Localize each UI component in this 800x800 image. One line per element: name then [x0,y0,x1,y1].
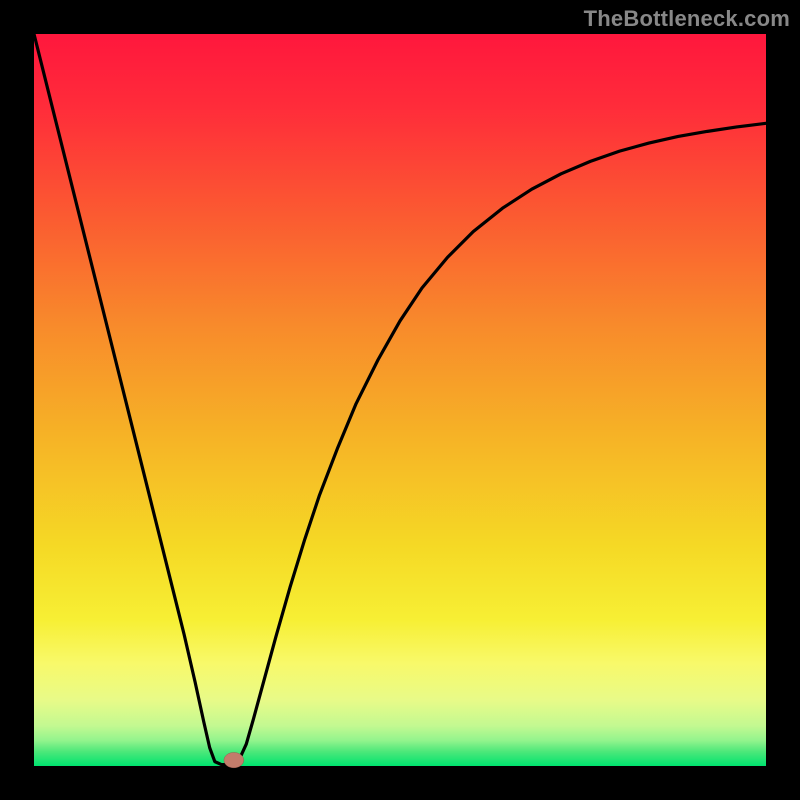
plot-area-gradient [34,34,766,766]
optimal-point-marker [224,752,244,767]
bottleneck-chart [0,0,800,800]
chart-container: TheBottleneck.com [0,0,800,800]
watermark-text: TheBottleneck.com [584,6,790,32]
